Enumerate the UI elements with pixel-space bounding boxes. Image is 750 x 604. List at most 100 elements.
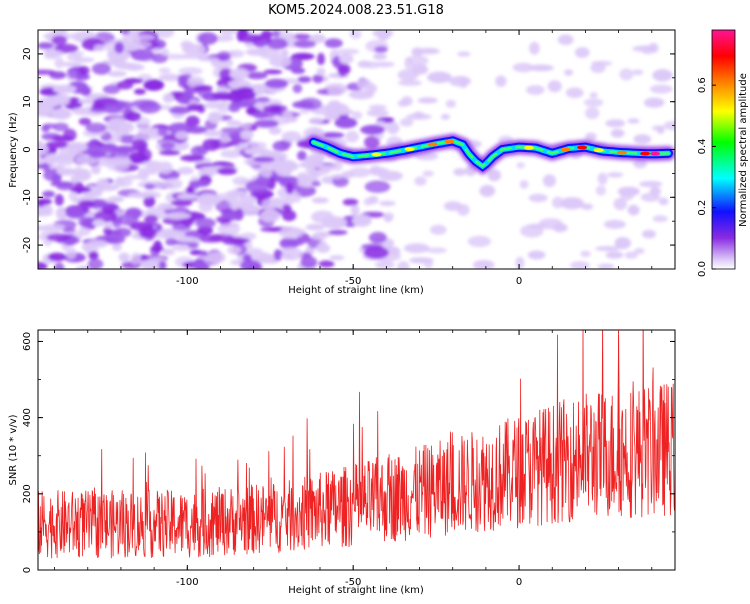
spectrogram-noise-blob [292, 83, 303, 94]
spectrogram-noise-blob [253, 83, 267, 96]
spectrogram-noise-blob [632, 69, 644, 76]
spectrogram-noise-blob [296, 150, 307, 161]
spectrogram-noise-blob [130, 252, 142, 265]
snr-x-tick-label: -100 [176, 577, 199, 588]
spectrogram-noise-blob [65, 208, 86, 219]
spectrogram-noise-blob [399, 118, 414, 127]
spectrogram-noise-blob [229, 238, 250, 244]
snr-y-tick-label: 600 [22, 332, 33, 351]
spectrogram-noise-blob [228, 103, 241, 113]
spectrogram-noise-blob [414, 152, 439, 161]
spectrogram-noise-blob [633, 159, 648, 169]
spectrogram-noise-blob [516, 162, 525, 169]
spectrogram-noise-blob [41, 124, 50, 133]
spectrogram-noise-blob [54, 262, 65, 269]
spectrogram-noise-blob [158, 149, 181, 156]
spectrogram-noise-blob [324, 38, 343, 48]
spectrogram-noise-blob [342, 198, 359, 206]
spectrogram-noise-blob [457, 204, 470, 216]
spectrogram-noise-blob [372, 30, 394, 38]
spectrogram-noise-blob [256, 96, 271, 103]
spectrogram-noise-blob [617, 186, 640, 197]
spectrogram-noise-blob [422, 170, 434, 177]
spectrogram-noise-blob [368, 104, 387, 111]
spectrogram-noise-blob [280, 49, 289, 58]
spectrogram-noise-blob [202, 138, 221, 151]
colorbar-gradient [711, 29, 736, 270]
spectrogram-noise-blob [124, 63, 145, 71]
spectrogram-noise-blob [299, 108, 310, 114]
spectrogram-noise-blob [386, 121, 400, 135]
spectrogram-noise-blob [345, 130, 360, 143]
spectrogram-noise-blob [327, 100, 342, 112]
spectrogram-noise-blob [350, 204, 360, 217]
spectrogram-noise-blob [107, 70, 127, 77]
spectrogram-noise-blob [198, 56, 220, 62]
spectrogram-noise-blob [597, 263, 615, 269]
spectrogram-noise-blob [401, 96, 413, 107]
spectrogram-noise-blob [445, 99, 456, 108]
spectrogram-noise-blob [297, 174, 317, 188]
spectrogram-noise-blob [117, 123, 132, 130]
spectrogram-noise-blob [542, 174, 557, 188]
spectrogram-noise-blob [605, 251, 624, 259]
spectrogram-noise-blob [58, 147, 70, 157]
spectrogram-noise-blob [158, 73, 183, 82]
spectrogram-noise-blob [332, 161, 343, 171]
spectrogram-y-tick-label: 0 [22, 146, 33, 152]
ridge-hot-spot [404, 147, 415, 152]
spectrogram-noise-blob [303, 127, 325, 140]
spectrogram-noise-blob [407, 55, 429, 66]
spectrogram-noise-blob [580, 203, 594, 210]
spectrogram-noise-blob [38, 42, 54, 50]
spectrogram-noise-blob [157, 203, 175, 210]
spectrogram-noise-blob [374, 46, 388, 53]
spectrogram-noise-blob [236, 30, 245, 42]
spectrogram-noise-blob [38, 97, 60, 105]
spectrogram-noise-blob [70, 186, 92, 193]
spectrogram-y-ticks: -20 -10 0 10 20 [22, 29, 675, 270]
spectrogram-noise-blob [246, 204, 260, 212]
spectrogram-noise-blob [632, 45, 656, 52]
spectrogram-noise-blob [158, 260, 167, 269]
spectrogram-noise-blob [258, 47, 281, 60]
spectrogram-noise-blob [327, 110, 338, 116]
spectrogram-noise-blob [414, 176, 427, 186]
spectrogram-noise-blob [42, 162, 50, 172]
spectrogram-noise-blob [163, 53, 189, 60]
spectrogram-noise-blob [290, 33, 312, 40]
spectrogram-noise-blob [263, 69, 283, 75]
spectrogram-noise-blob [226, 190, 248, 196]
spectrogram-noise-blob [317, 52, 325, 66]
spectrogram-noise-blob [263, 104, 288, 114]
spectrogram-noise-blob [308, 168, 318, 178]
spectrogram-noise-blob [363, 246, 389, 259]
snr-y-ticks: 0 200 400 600 [22, 332, 675, 573]
spectrogram-noise-blob [266, 38, 289, 50]
spectrogram-noise-blob [65, 246, 77, 260]
spectrogram-noise-blob [207, 111, 223, 124]
spectrogram-noise-blob [161, 249, 175, 256]
spectrogram-noise-blob [93, 44, 106, 52]
spectrogram-noise-blob [424, 260, 433, 269]
spectrogram-noise-blob [565, 87, 584, 98]
spectrogram-noise-blob [177, 166, 194, 175]
spectrogram-noise-blob [406, 113, 432, 120]
spectrogram-noise-blob [177, 74, 189, 85]
snr-y-tick-label: 200 [22, 484, 33, 503]
spectrogram-noise-blob [311, 210, 335, 224]
spectrogram-noise-blob [240, 129, 254, 140]
spectrogram-noise-blob [300, 256, 318, 269]
spectrogram-noise-blob [246, 71, 268, 80]
spectrogram-noise-blob [605, 119, 626, 128]
spectrogram-noise-blob [308, 117, 324, 124]
spectrogram-noise-blob [603, 219, 626, 229]
spectrogram-noise-blob [50, 181, 76, 187]
snr-panel: -100 -50 0 0 200 400 600 Height of straight l… [8, 329, 676, 596]
spectrogram-noise-blob [656, 125, 665, 134]
spectrogram-noise-blob [196, 193, 221, 206]
spectrogram-noise-blob [658, 197, 669, 206]
spectrogram-noise-blob [137, 127, 162, 136]
spectrogram-noise-blob [240, 232, 257, 240]
spectrogram-noise-blob [218, 30, 237, 36]
